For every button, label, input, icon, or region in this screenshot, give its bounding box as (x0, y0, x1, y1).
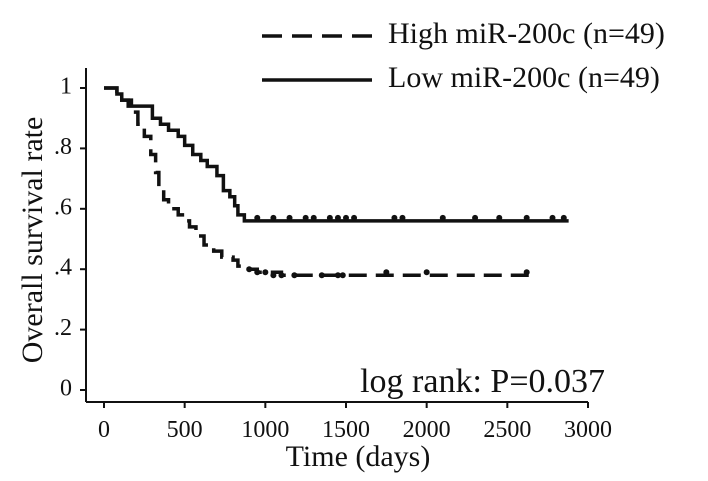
series-0 (104, 86, 530, 279)
censor-mark-0-11 (523, 269, 530, 276)
censor-mark-1-10 (399, 214, 406, 221)
censor-mark-1-12 (472, 214, 479, 221)
censor-mark-1-16 (560, 214, 567, 221)
x-tick-label-500: 500 (167, 417, 203, 443)
y-tick-label-5: 1 (60, 74, 72, 100)
censor-mark-1-0 (254, 214, 261, 221)
censor-mark-0-9 (383, 269, 390, 276)
x-tick-label-1500: 1500 (322, 417, 370, 443)
censor-mark-1-9 (391, 214, 398, 221)
x-tick-label-2000: 2000 (403, 417, 451, 443)
x-tick-label-0: 0 (98, 417, 110, 443)
censor-mark-1-7 (343, 214, 349, 221)
y-tick-label-2: .4 (54, 255, 72, 281)
censor-mark-0-6 (318, 272, 325, 279)
censor-mark-0-2 (262, 269, 269, 276)
censor-mark-0-4 (278, 272, 285, 279)
series-line-0 (104, 86, 530, 277)
y-tick-label-3: .6 (54, 194, 72, 220)
censor-mark-0-8 (339, 272, 346, 279)
axes (85, 68, 588, 403)
log-rank-annotation: log rank: P=0.037 (360, 363, 605, 400)
censor-mark-0-1 (254, 269, 261, 276)
censor-mark-1-8 (351, 214, 358, 221)
censor-mark-1-5 (326, 214, 333, 221)
y-tick-label-0: 0 (60, 376, 72, 402)
y-ticks: 0 .2 .4 .6 .8 1 (54, 74, 86, 402)
y-axis-label: Overall survival rate (16, 117, 49, 364)
x-ticks: 0 500 1000 1500 2000 2500 3000 (98, 402, 612, 443)
censor-mark-1-2 (286, 214, 293, 221)
censor-mark-0-5 (291, 272, 298, 279)
censor-mark-1-6 (334, 214, 341, 221)
censor-mark-0-10 (423, 269, 430, 276)
x-axis-label: Time (days) (286, 440, 431, 473)
series-1 (104, 86, 569, 223)
y-tick-label-4: .8 (54, 134, 72, 160)
censor-mark-1-14 (523, 214, 530, 221)
x-tick-label-3000: 3000 (564, 417, 612, 443)
legend: High miR-200c (n=49) Low miR-200c (n=49) (262, 17, 665, 94)
x-tick-label-2500: 2500 (483, 417, 531, 443)
censor-mark-1-1 (270, 214, 277, 221)
censor-mark-1-13 (496, 214, 503, 221)
series-line-1 (104, 86, 569, 223)
x-tick-label-1000: 1000 (241, 417, 289, 443)
censor-mark-1-4 (310, 214, 317, 221)
censor-mark-0-7 (334, 272, 341, 279)
censor-mark-1-11 (439, 214, 446, 221)
legend-label-low: Low miR-200c (n=49) (388, 61, 660, 94)
censor-mark-0-3 (270, 272, 277, 279)
censor-mark-1-3 (302, 214, 309, 221)
y-tick-label-1: .2 (54, 315, 72, 341)
censor-mark-0-0 (246, 266, 253, 273)
censor-mark-1-15 (549, 214, 556, 221)
series-group (104, 86, 569, 279)
legend-label-high: High miR-200c (n=49) (388, 17, 665, 50)
